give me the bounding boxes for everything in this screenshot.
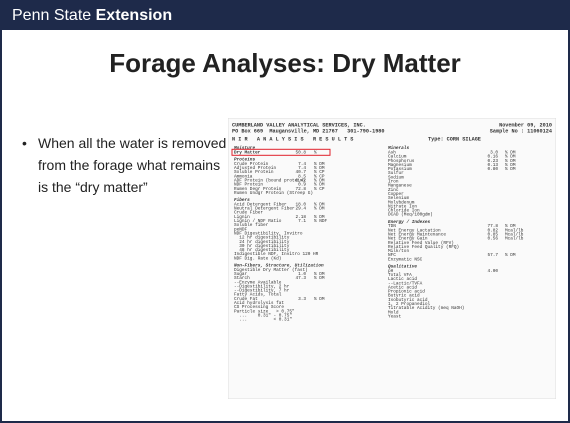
row-label: DCAD (Meq/100gdm) <box>388 213 433 218</box>
row-unit: % DM <box>505 253 516 258</box>
row-value: 4.00 <box>487 269 498 274</box>
row-label: Dry Matter <box>234 150 261 155</box>
brand-regular: Penn State <box>12 7 91 24</box>
row-label: Rumen Undgr Protein (Streep G) <box>234 191 313 196</box>
top-bar: Penn State Extension <box>2 2 568 30</box>
row-label: Enzymatic NSC <box>388 257 423 262</box>
brand: Penn State Extension <box>12 7 172 25</box>
row-label: Titratable Acidity (meq NaOH) <box>388 306 464 311</box>
slide-title: Forage Analyses: Dry Matter <box>2 48 568 79</box>
row-value: 0.56 <box>487 237 498 242</box>
row-unit: % NDF <box>314 219 328 224</box>
row-value: 3.3 <box>298 297 306 302</box>
report-image: CUMBERLAND VALLEY ANALYTICAL SERVICES, I… <box>228 118 556 399</box>
bullet-dot: • <box>22 132 27 154</box>
row-label: ... < 0.31" <box>234 318 292 323</box>
row-unit: % DM <box>314 207 325 212</box>
row-unit: % DM <box>505 167 516 172</box>
row-value: 50.8 <box>295 150 306 155</box>
brand-bold: Extension <box>96 7 172 24</box>
row-value: 47.3 <box>295 276 306 281</box>
row-unit: % DM <box>314 276 325 281</box>
row-unit: % <box>314 150 317 155</box>
row-unit: Mcal/lb <box>505 237 524 242</box>
row-value: 7.1 <box>298 219 306 224</box>
slide: Penn State Extension Forage Analyses: Dr… <box>0 0 570 423</box>
report-sample: Sample No : 11060124 <box>490 128 552 134</box>
row-value: 0.80 <box>487 167 498 172</box>
row-label: NDF Dig. Rate (Kd) <box>234 256 281 261</box>
row-unit: % CP <box>314 187 325 192</box>
row-label: Yeast <box>388 314 402 319</box>
report-type: Type: CORN SILAGE <box>428 136 481 142</box>
row-unit: % DM <box>314 297 325 302</box>
bullet-text: When all the water is removed from the f… <box>38 132 228 198</box>
report-address: PO Box 669 Maugansville, MD 21767 301-79… <box>232 128 385 134</box>
report-heading: N I R A N A L Y S I S R E S U L T S <box>232 136 353 142</box>
row-value: 29.4 <box>295 207 306 212</box>
row-value: 57.7 <box>487 253 498 258</box>
